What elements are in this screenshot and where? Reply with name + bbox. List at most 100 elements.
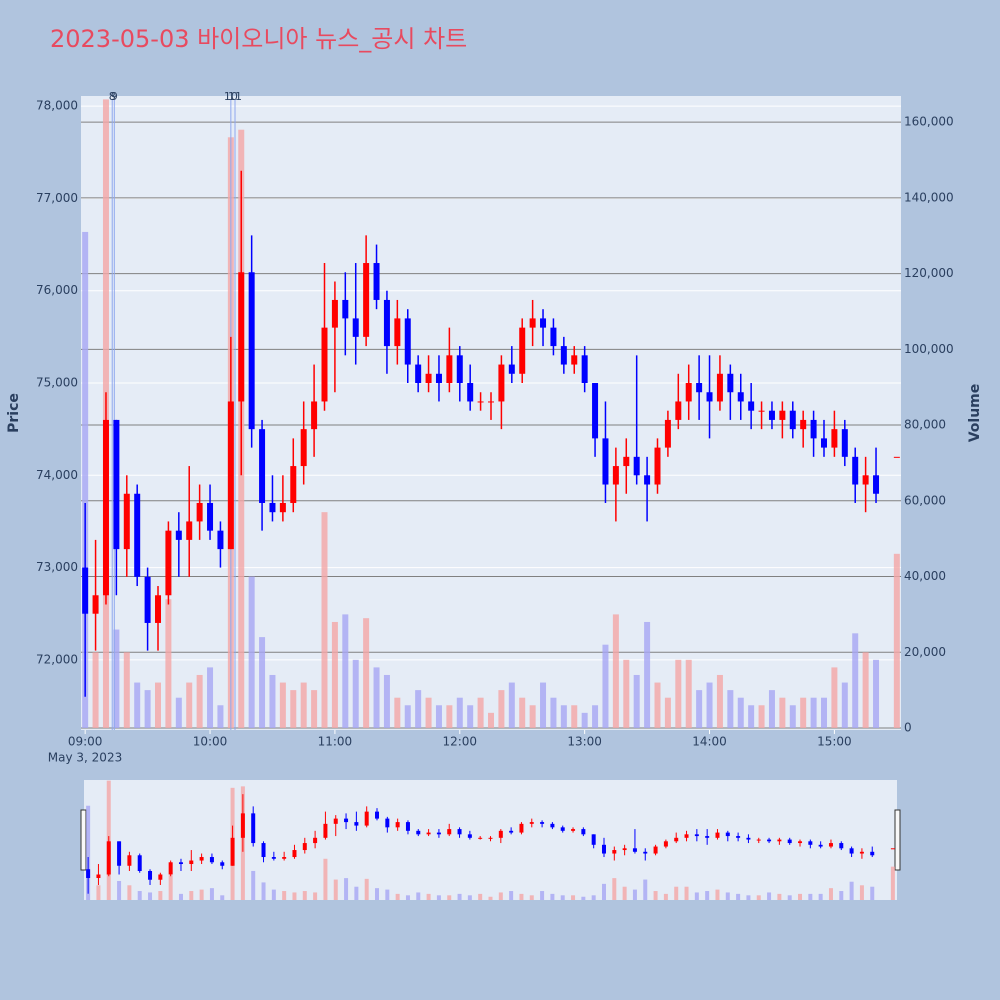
volume-bar bbox=[196, 674, 203, 728]
candle-body bbox=[165, 530, 172, 596]
slider-volume-bar bbox=[519, 893, 524, 900]
candle-body bbox=[269, 502, 276, 513]
slider-volume-bar bbox=[86, 805, 91, 900]
slider-candle-body bbox=[725, 832, 730, 837]
slider-volume-bar bbox=[890, 866, 895, 900]
slider-candle-body bbox=[178, 862, 183, 865]
slider-volume-bar bbox=[777, 893, 782, 900]
y-tick-label: 77,000 bbox=[36, 191, 78, 205]
candle-body bbox=[592, 383, 599, 439]
candle-body bbox=[363, 263, 370, 337]
slider-volume-bar bbox=[323, 858, 328, 900]
candle-body bbox=[560, 346, 567, 365]
x-tick-label: 11:00 bbox=[318, 735, 353, 749]
candle-body bbox=[92, 595, 99, 614]
slider-handle[interactable] bbox=[894, 809, 901, 871]
candle-body bbox=[768, 410, 775, 420]
candle-body bbox=[279, 502, 286, 513]
slider-handle[interactable] bbox=[80, 809, 87, 871]
slider-candle-body bbox=[663, 841, 668, 847]
volume-bar bbox=[279, 682, 286, 728]
candle-body bbox=[331, 299, 338, 328]
slider-candle-body bbox=[333, 818, 338, 824]
slider-volume-bar bbox=[488, 896, 493, 900]
slider-volume-bar bbox=[354, 886, 359, 900]
slider-candle-body bbox=[849, 848, 854, 854]
volume-bar bbox=[560, 705, 567, 728]
volume-bar bbox=[592, 705, 599, 728]
slider-candle-body bbox=[199, 857, 204, 861]
slider-volume-bar bbox=[612, 878, 617, 900]
slider-volume-bar bbox=[736, 893, 741, 900]
news-label: 11 bbox=[228, 90, 242, 103]
candle-body bbox=[664, 419, 671, 448]
slider-candle-body bbox=[395, 822, 400, 828]
y2-tick-label: 40,000 bbox=[904, 569, 946, 583]
slider-candle-body bbox=[344, 818, 349, 823]
slider-volume-bar bbox=[313, 892, 318, 900]
candle-body bbox=[571, 355, 578, 365]
slider-volume-bar bbox=[849, 881, 854, 900]
volume-bar bbox=[550, 697, 557, 728]
slider-volume-bar bbox=[405, 895, 410, 900]
candle-body bbox=[716, 373, 723, 402]
y-tick-label: 78,000 bbox=[36, 99, 78, 113]
candle-body bbox=[82, 567, 89, 614]
slider-volume-bar bbox=[302, 891, 307, 900]
slider-volume-bar bbox=[478, 893, 483, 900]
slider-volume-bar bbox=[601, 883, 606, 900]
slider-volume-bar bbox=[498, 892, 503, 900]
slider-candle-body bbox=[251, 813, 256, 844]
slider-volume-bar bbox=[540, 891, 545, 900]
volume-bar bbox=[435, 705, 442, 728]
candle-body bbox=[467, 383, 474, 402]
candle-body bbox=[134, 493, 141, 577]
candle-body bbox=[446, 355, 453, 384]
slider-candle-body bbox=[375, 811, 380, 819]
slider-candle-body bbox=[560, 827, 565, 831]
slider-candle-body bbox=[209, 857, 214, 863]
slider-candle-body bbox=[405, 822, 410, 831]
slider-candle-body bbox=[137, 855, 142, 872]
slider-volume-bar bbox=[416, 892, 421, 900]
volume-bar bbox=[123, 652, 130, 728]
slider-candle-body bbox=[736, 836, 741, 838]
candle-body bbox=[248, 272, 255, 430]
slider-volume-bar bbox=[529, 895, 534, 900]
x-tick-label: 13:00 bbox=[567, 735, 602, 749]
volume-bar bbox=[446, 705, 453, 728]
candle-body bbox=[748, 401, 755, 411]
y2-tick-label: 60,000 bbox=[904, 493, 946, 507]
candle-body bbox=[102, 419, 109, 596]
x-tick-label: 09:00 bbox=[68, 735, 103, 749]
candle-body bbox=[831, 429, 838, 448]
slider-volume-bar bbox=[168, 875, 173, 900]
slider-volume-bar bbox=[333, 879, 338, 900]
slider-candle-body bbox=[302, 843, 307, 851]
candle-body bbox=[852, 456, 859, 485]
volume-bar bbox=[300, 682, 307, 728]
slider-candle-body bbox=[859, 851, 864, 854]
slider-volume-bar bbox=[127, 885, 132, 900]
y2-tick-label: 0 bbox=[904, 720, 912, 734]
slider-candle-body bbox=[715, 832, 720, 838]
candle-body bbox=[758, 410, 765, 412]
slider-volume-bar bbox=[261, 882, 266, 900]
slider-candle-body bbox=[488, 837, 493, 839]
slider-candle-body bbox=[694, 834, 699, 837]
slider-candle-body bbox=[777, 839, 782, 842]
volume-bar bbox=[342, 614, 349, 728]
slider-candle-body bbox=[457, 829, 462, 835]
y-tick-label: 74,000 bbox=[36, 468, 78, 482]
y2-tick-label: 20,000 bbox=[904, 645, 946, 659]
volume-bar bbox=[571, 705, 578, 728]
slider-candle-body bbox=[839, 843, 844, 849]
candle-body bbox=[488, 401, 494, 403]
slider-volume-bar bbox=[364, 878, 369, 900]
volume-bar bbox=[654, 682, 661, 728]
slider-volume-bar bbox=[828, 888, 833, 900]
candle-body bbox=[290, 466, 297, 503]
slider-volume-bar bbox=[798, 893, 803, 900]
slider-volume-bar bbox=[674, 886, 679, 900]
slider-volume-bar bbox=[870, 886, 875, 900]
